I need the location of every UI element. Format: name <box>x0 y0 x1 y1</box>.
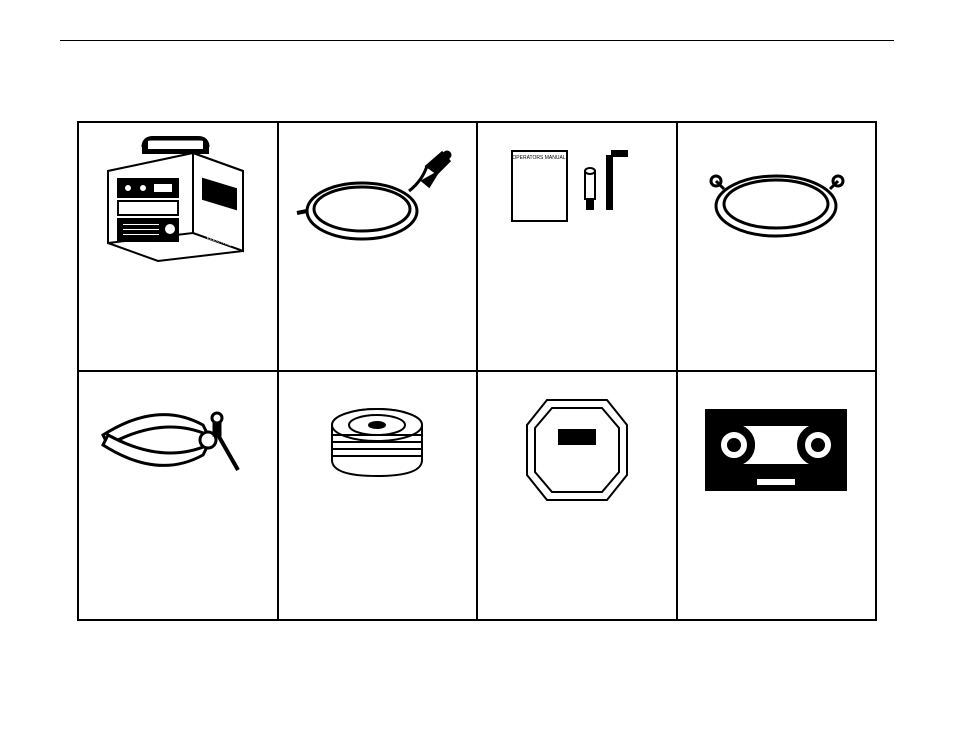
cell-work-cable <box>677 122 877 371</box>
manual-tools-icon: OPERATORS MANUAL <box>484 131 670 271</box>
video-tape-icon <box>684 380 870 520</box>
cell-manual-tools: OPERATORS MANUAL <box>477 122 677 371</box>
page: LINCOLN ELECTRIC <box>0 0 954 681</box>
wire-spool-icon <box>285 380 471 520</box>
work-clamp-icon <box>85 380 271 520</box>
cell-video-tape <box>677 371 877 620</box>
handshield-icon <box>484 380 670 520</box>
cell-handshield <box>477 371 677 620</box>
cell-work-clamp <box>78 371 278 620</box>
cell-welder: LINCOLN ELECTRIC <box>78 122 278 371</box>
gun-cable-icon <box>285 131 471 271</box>
svg-text:OPERATORS MANUAL: OPERATORS MANUAL <box>512 155 565 161</box>
cell-wire-spool <box>278 371 478 620</box>
top-rule <box>60 40 894 41</box>
parts-grid: LINCOLN ELECTRIC <box>77 121 877 621</box>
cell-gun-cable <box>278 122 478 371</box>
work-cable-icon <box>684 131 870 271</box>
welder-icon: LINCOLN ELECTRIC <box>85 131 271 271</box>
